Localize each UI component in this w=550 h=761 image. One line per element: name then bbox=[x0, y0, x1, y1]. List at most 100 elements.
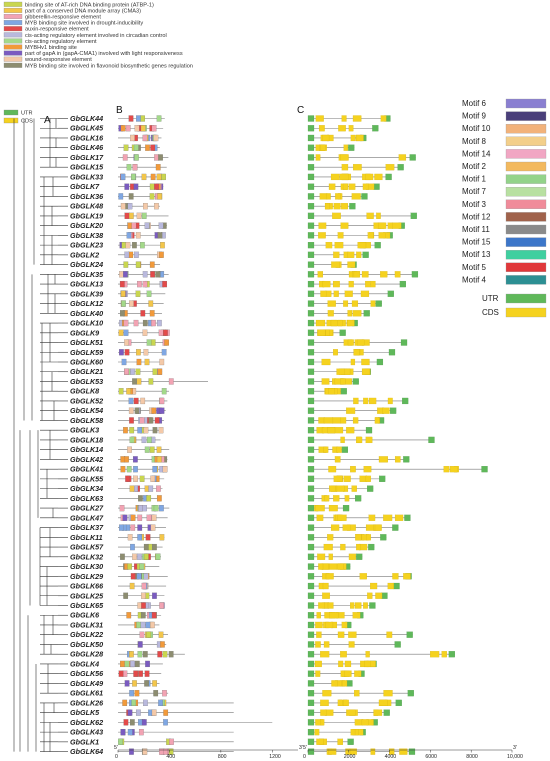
gene-name-gbglk50: GbGLK50 bbox=[70, 640, 103, 649]
cds-block bbox=[362, 183, 369, 190]
cds-block bbox=[352, 417, 359, 424]
utr-block bbox=[307, 134, 315, 142]
cis-element bbox=[145, 144, 150, 151]
cis-element bbox=[133, 144, 139, 151]
cds-block bbox=[346, 709, 356, 716]
gene-name-gbglk52: GbGLK52 bbox=[70, 396, 103, 405]
cis-element bbox=[127, 203, 133, 210]
cre-legend-label: wound-responsive element bbox=[24, 57, 92, 63]
gene-name-gbglk43: GbGLK43 bbox=[70, 728, 103, 737]
cis-element bbox=[148, 378, 154, 385]
cis-element bbox=[131, 173, 136, 181]
utr-block bbox=[402, 397, 409, 405]
gene-name-gbglk38: GbGLK38 bbox=[70, 231, 103, 240]
gene-name-gbglk6: GbGLK6 bbox=[70, 611, 100, 620]
cis-element bbox=[161, 388, 167, 395]
utr-block bbox=[307, 310, 315, 317]
cds-block bbox=[331, 261, 341, 268]
gene-name-gbglk10: GbGLK10 bbox=[70, 319, 103, 328]
cis-element bbox=[151, 514, 157, 521]
utr-block bbox=[307, 125, 315, 132]
cds-block bbox=[348, 125, 354, 132]
cis-element bbox=[144, 680, 149, 687]
cre-legend-swatch bbox=[3, 50, 23, 56]
gene-name-gbglk61: GbGLK61 bbox=[70, 689, 103, 698]
motif-legend-label: Motif 12 bbox=[462, 212, 491, 221]
cis-element bbox=[159, 748, 164, 755]
utr-block bbox=[380, 534, 387, 541]
gene-name-gbglk39: GbGLK39 bbox=[70, 289, 103, 298]
cds-block bbox=[329, 612, 339, 619]
cis-element bbox=[150, 475, 156, 482]
utr-block bbox=[392, 524, 399, 531]
motif-legend-label: Motif 15 bbox=[462, 238, 491, 247]
cis-element bbox=[156, 495, 162, 502]
cis-element bbox=[127, 709, 133, 716]
cis-element bbox=[140, 621, 146, 629]
utr-block bbox=[307, 738, 315, 745]
cds-block bbox=[368, 514, 376, 521]
utr-block bbox=[307, 690, 315, 697]
utr-block bbox=[307, 388, 315, 395]
utr-block bbox=[307, 466, 315, 473]
cds-block bbox=[392, 222, 402, 229]
cds-block bbox=[387, 397, 393, 405]
utr-block bbox=[341, 446, 349, 453]
cis-element bbox=[118, 388, 124, 395]
utr-block bbox=[372, 125, 379, 132]
cds-block bbox=[322, 690, 332, 697]
cds-block bbox=[315, 319, 326, 327]
cis-element bbox=[129, 436, 135, 444]
cis-element bbox=[137, 427, 143, 434]
cis-element bbox=[143, 543, 149, 551]
cds-block bbox=[315, 641, 321, 648]
cds-block bbox=[333, 495, 340, 502]
motif-legend-label: Motif 9 bbox=[462, 112, 487, 121]
cis-element bbox=[124, 680, 130, 687]
promoter-axis-start: 5' bbox=[114, 745, 118, 751]
gene-name-gbglk47: GbGLK47 bbox=[70, 513, 104, 522]
cds-block bbox=[323, 543, 333, 551]
cds-block bbox=[347, 319, 355, 327]
cis-element bbox=[150, 524, 156, 531]
cis-element bbox=[146, 436, 152, 444]
cds-block bbox=[340, 378, 346, 385]
gene-name-gbglk63: GbGLK63 bbox=[70, 494, 103, 503]
cds-block bbox=[325, 242, 333, 249]
cds-block bbox=[355, 134, 364, 142]
cds-block bbox=[327, 534, 334, 541]
utr-block bbox=[403, 456, 410, 463]
cis-element bbox=[150, 173, 156, 181]
cds-block bbox=[338, 660, 344, 668]
cis-element bbox=[129, 748, 134, 755]
cds-block bbox=[318, 222, 327, 229]
cis-element bbox=[140, 115, 145, 122]
cis-element bbox=[126, 612, 132, 619]
gene-name-gbglk26: GbGLK26 bbox=[70, 698, 104, 707]
utr-block bbox=[307, 621, 315, 629]
cis-element bbox=[143, 349, 149, 356]
motif-legend-swatch bbox=[505, 262, 547, 272]
cds-block bbox=[337, 631, 345, 638]
cds-block bbox=[344, 670, 352, 677]
gene-axis-tick-label: 6000 bbox=[425, 754, 437, 760]
cis-element bbox=[119, 524, 124, 531]
cis-element bbox=[138, 495, 143, 502]
cds-block bbox=[341, 164, 349, 171]
cis-element bbox=[141, 602, 146, 609]
gene-name-gbglk37: GbGLK37 bbox=[70, 523, 104, 532]
cre-legend-label: auxin-responsive element bbox=[25, 27, 89, 33]
cis-element bbox=[146, 339, 152, 346]
cis-element bbox=[137, 641, 143, 648]
cis-element bbox=[130, 543, 135, 551]
cds-block bbox=[370, 748, 376, 755]
cds-block bbox=[357, 242, 367, 249]
cis-element bbox=[137, 514, 143, 521]
cis-element bbox=[144, 446, 150, 453]
cre-legend-label: part of gapA in (gapA-CMA1) involved wit… bbox=[25, 51, 183, 57]
motif-legend-label: Motif 3 bbox=[462, 200, 487, 209]
cds-block bbox=[430, 651, 440, 658]
cds-block bbox=[339, 154, 349, 161]
utr-block bbox=[307, 329, 315, 336]
cis-element bbox=[146, 631, 152, 638]
